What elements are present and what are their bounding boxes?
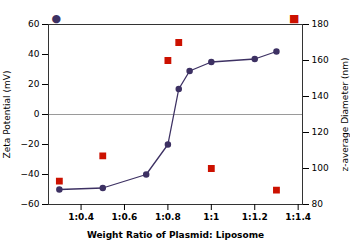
svg-text:−40: −40 <box>21 169 40 179</box>
svg-text:−20: −20 <box>21 139 40 149</box>
svg-text:1:0.6: 1:0.6 <box>112 212 138 222</box>
svg-text:0: 0 <box>34 109 40 119</box>
svg-text:1:1.2: 1:1.2 <box>242 212 268 222</box>
svg-text:100: 100 <box>312 163 329 173</box>
svg-text:140: 140 <box>312 91 329 101</box>
svg-text:1:1: 1:1 <box>203 212 219 222</box>
svg-text:1:0.4: 1:0.4 <box>68 212 94 222</box>
svg-text:20: 20 <box>28 79 40 89</box>
svg-text:Weight Ratio of Plasmid: Lipos: Weight Ratio of Plasmid: Liposome <box>87 230 264 240</box>
svg-text:z-average Diameter (nm): z-average Diameter (nm) <box>340 57 350 171</box>
svg-text:■: ■ <box>289 12 299 25</box>
svg-text:180: 180 <box>312 19 329 29</box>
svg-text:80: 80 <box>312 199 324 209</box>
svg-text:60: 60 <box>28 19 40 29</box>
svg-text:−60: −60 <box>21 199 40 209</box>
svg-text:160: 160 <box>312 55 329 65</box>
svg-text:1:0.8: 1:0.8 <box>155 212 181 222</box>
svg-text:1:1.4: 1:1.4 <box>285 212 311 222</box>
svg-text:40: 40 <box>28 49 40 59</box>
svg-text:●: ● <box>52 12 62 25</box>
svg-text:Zeta Potential (mV): Zeta Potential (mV) <box>2 71 12 159</box>
svg-text:120: 120 <box>312 127 329 137</box>
